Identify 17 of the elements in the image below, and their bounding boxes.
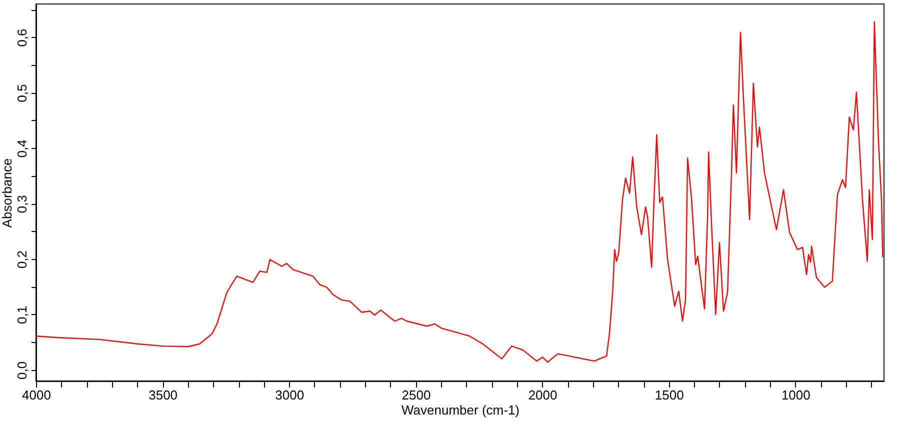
x-tick-label: 2500: [402, 388, 431, 402]
y-axis-title: Absorbance: [0, 158, 14, 228]
y-tick-label: 0,1: [14, 306, 30, 324]
x-tick-label: 1500: [654, 388, 684, 402]
y-tick-label: 0,5: [14, 84, 30, 102]
y-tick-label: 0,3: [14, 195, 30, 214]
y-tick-label: 0,4: [14, 140, 30, 158]
x-tick-label: 4000: [22, 388, 51, 402]
x-tick-label: 3000: [275, 388, 304, 402]
x-tick-label: 1000: [781, 388, 810, 402]
y-tick-label: 0,0: [14, 361, 30, 380]
x-tick-label: 3500: [148, 388, 178, 402]
line-series: [36, 21, 884, 363]
x-axis-title: Wavenumber (cm-1): [402, 402, 520, 418]
y-tick-label: 0,6: [14, 28, 30, 47]
y-tick-label: 0,2: [14, 250, 30, 269]
x-tick-label: 2000: [528, 388, 558, 402]
